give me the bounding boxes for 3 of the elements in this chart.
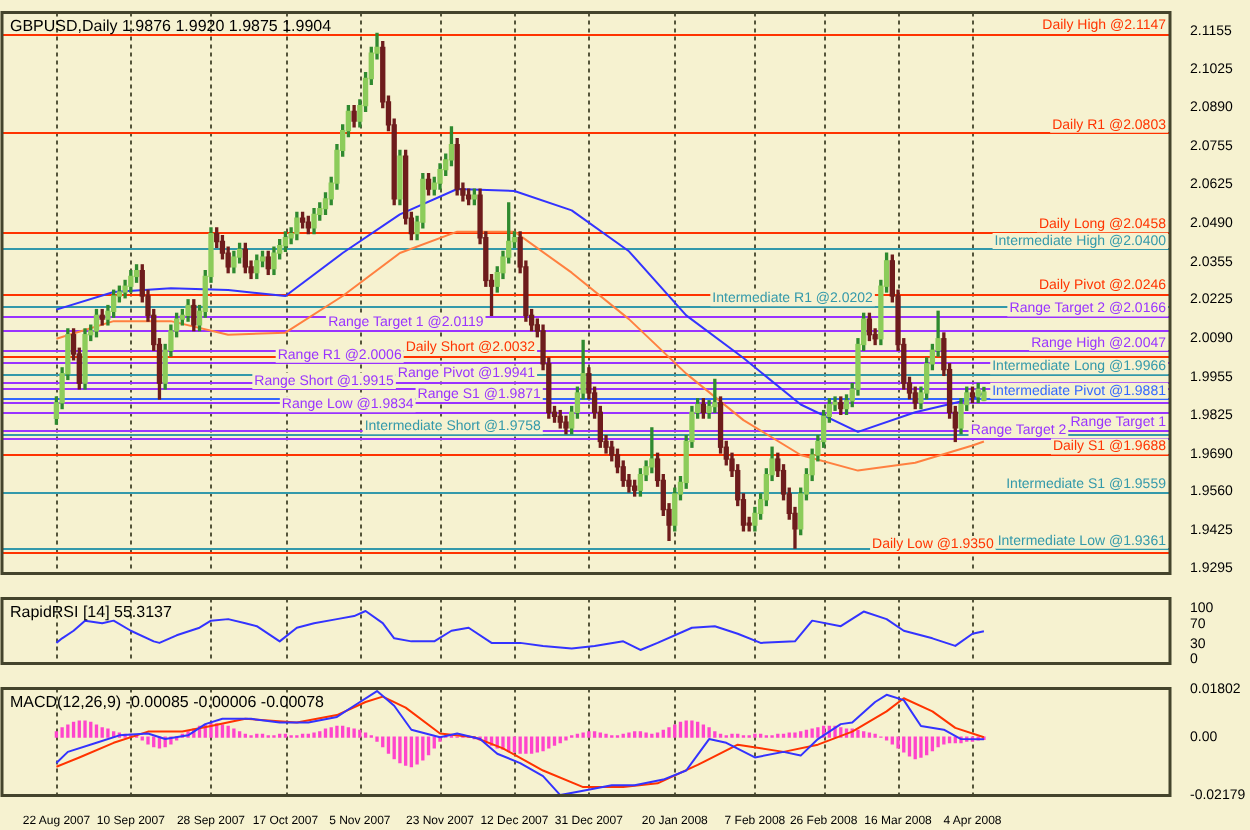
chart-title: GBPUSD,Daily 1.9876 1.9920 1.9875 1.9904	[10, 16, 333, 35]
chart-title: MACD(12,26,9) -0.00085 -0.00006 -0.00078	[10, 692, 326, 711]
chart-title: RapidRSI [14] 55.3137	[10, 602, 173, 621]
